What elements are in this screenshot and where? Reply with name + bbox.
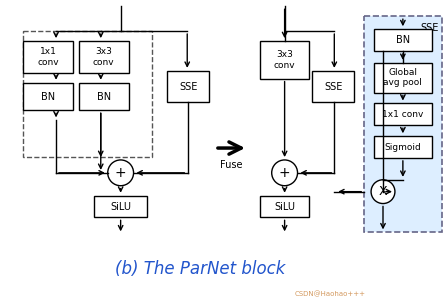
- Text: SSE: SSE: [324, 82, 342, 91]
- Bar: [260, 41, 309, 79]
- Text: +: +: [279, 166, 291, 180]
- Text: 3x3
conv: 3x3 conv: [274, 50, 295, 70]
- Bar: [374, 136, 432, 158]
- Text: Fuse: Fuse: [220, 160, 243, 170]
- Text: BN: BN: [97, 91, 111, 102]
- Circle shape: [371, 180, 395, 204]
- Bar: [79, 83, 129, 111]
- Text: +: +: [115, 166, 127, 180]
- Bar: [312, 71, 354, 103]
- Text: SiLU: SiLU: [110, 201, 131, 212]
- Circle shape: [108, 160, 134, 186]
- Bar: [94, 196, 148, 217]
- Text: CSDN@Haohao+++: CSDN@Haohao+++: [295, 290, 366, 297]
- Text: SSE: SSE: [420, 23, 439, 33]
- Bar: [364, 16, 442, 232]
- Bar: [260, 196, 309, 217]
- Text: 3x3
conv: 3x3 conv: [93, 47, 114, 67]
- Bar: [23, 31, 152, 157]
- Text: SiLU: SiLU: [274, 201, 295, 212]
- Text: 1x1
conv: 1x1 conv: [37, 47, 59, 67]
- Bar: [374, 63, 432, 92]
- Text: (b) The ParNet block: (b) The ParNet block: [115, 260, 285, 278]
- Bar: [374, 103, 432, 125]
- Text: Global
avg pool: Global avg pool: [384, 68, 422, 87]
- Text: BN: BN: [396, 35, 410, 45]
- Bar: [374, 29, 432, 51]
- Text: 1x1 conv: 1x1 conv: [382, 110, 424, 119]
- Circle shape: [272, 160, 298, 186]
- Text: SSE: SSE: [179, 82, 198, 91]
- Bar: [167, 71, 209, 103]
- Text: Sigmoid: Sigmoid: [384, 142, 421, 152]
- Bar: [23, 41, 73, 73]
- Bar: [23, 83, 73, 111]
- Bar: [79, 41, 129, 73]
- Text: X: X: [379, 185, 387, 198]
- Text: BN: BN: [41, 91, 55, 102]
- Bar: [364, 16, 442, 232]
